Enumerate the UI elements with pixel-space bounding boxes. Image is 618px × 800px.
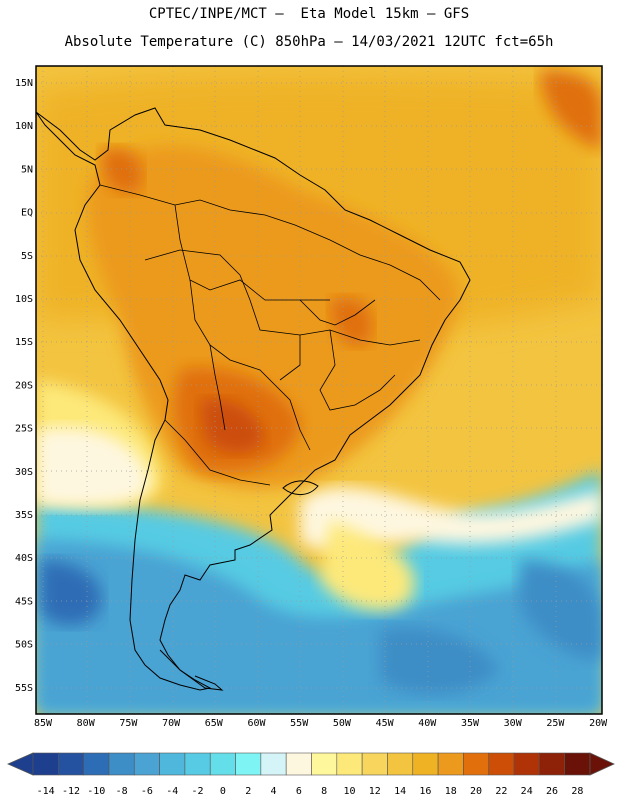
lat-label: 25S xyxy=(15,424,33,435)
colorbar-labels: -14 -12 -10 -8 -6 -4 -2 0 2 4 6 8 10 12 14 16 18 20 22 24 26… xyxy=(37,786,584,797)
lat-label: EQ xyxy=(21,208,33,219)
longitude-labels: 85W 80W 75W 70W 65W 60W 55W 50W 45W 40W 35W 30W 25W 2… xyxy=(34,718,608,729)
colorbar xyxy=(7,752,615,776)
colorbar-label: 2 xyxy=(245,786,251,797)
colorbar-swatch xyxy=(564,752,591,776)
colorbar-label: 4 xyxy=(271,786,277,797)
colorbar-label: 12 xyxy=(369,786,381,797)
colorbar-swatch xyxy=(184,752,211,776)
colorbar-swatch xyxy=(463,752,490,776)
map-title-line1: CPTEC/INPE/MCT – Eta Model 15km – GFS xyxy=(148,6,470,22)
colorbar-swatch xyxy=(387,752,414,776)
colorbar-swatch xyxy=(58,752,84,776)
lon-label: 75W xyxy=(119,718,138,729)
colorbar-label: 8 xyxy=(321,786,327,797)
colorbar-label: 14 xyxy=(394,786,406,797)
colorbar-swatch xyxy=(336,752,363,776)
colorbar-swatch xyxy=(83,752,110,776)
lat-label: 50S xyxy=(15,640,33,651)
colorbar-label: 18 xyxy=(445,786,457,797)
colorbar-label: -4 xyxy=(166,786,178,797)
lon-label: 65W xyxy=(205,718,224,729)
colorbar-swatch xyxy=(437,752,464,776)
lon-label: 20W xyxy=(589,718,608,729)
colorbar-label: -14 xyxy=(37,786,55,797)
lat-label: 45S xyxy=(15,596,33,607)
colorbar-label: -10 xyxy=(87,786,105,797)
lat-label: 15S xyxy=(15,337,33,348)
graticule xyxy=(36,66,602,714)
colorbar-swatch xyxy=(260,752,287,776)
lat-label: 20S xyxy=(15,380,33,391)
colorbar-swatch xyxy=(32,752,59,776)
latitude-labels: 15N 10N 5N EQ 5S 10S 15S 20S 25S 30S 35S 40S 45S 50S 5… xyxy=(15,78,33,694)
colorbar-label: -2 xyxy=(192,786,204,797)
lat-label: 5S xyxy=(21,251,33,262)
lon-label: 35W xyxy=(461,718,480,729)
colorbar-swatch xyxy=(412,752,439,776)
colorbar-swatch xyxy=(235,752,262,776)
colorbar-swatch xyxy=(159,752,186,776)
lat-label: 10S xyxy=(15,294,33,305)
temperature-field xyxy=(36,66,602,714)
lat-label: 30S xyxy=(15,467,33,478)
lat-label: 10N xyxy=(15,121,33,132)
colorbar-label: 22 xyxy=(495,786,507,797)
colorbar-swatch xyxy=(133,752,160,776)
lat-label: 15N xyxy=(15,78,33,89)
lon-label: 55W xyxy=(290,718,309,729)
colorbar-max-arrow xyxy=(589,752,615,776)
colorbar-swatch xyxy=(488,752,515,776)
colorbar-label: 24 xyxy=(521,786,533,797)
colorbar-label: -12 xyxy=(62,786,80,797)
lat-label: 40S xyxy=(15,553,33,564)
lon-label: 40W xyxy=(418,718,437,729)
lat-label: 5N xyxy=(21,164,33,175)
coastline xyxy=(36,107,471,691)
lon-label: 80W xyxy=(77,718,96,729)
country-borders xyxy=(99,184,441,486)
colorbar-swatch xyxy=(361,752,388,776)
colorbar-min-arrow xyxy=(7,752,34,776)
map-title-line2: Absolute Temperature (C) 850hPa – 14/03/… xyxy=(64,34,554,50)
colorbar-swatch xyxy=(311,752,338,776)
colorbar-label: -8 xyxy=(116,786,128,797)
colorbar-label: 6 xyxy=(296,786,302,797)
map-frame xyxy=(35,65,603,715)
lat-label: 55S xyxy=(15,683,33,694)
colorbar-label: -6 xyxy=(141,786,153,797)
lon-label: 70W xyxy=(162,718,181,729)
lon-label: 45W xyxy=(376,718,395,729)
lon-label: 50W xyxy=(333,718,352,729)
lat-label: 35S xyxy=(15,510,33,521)
colorbar-label: 28 xyxy=(571,786,583,797)
colorbar-label: 10 xyxy=(343,786,355,797)
colorbar-swatch xyxy=(285,752,312,776)
colorbar-label: 20 xyxy=(470,786,482,797)
colorbar-label: 0 xyxy=(220,786,226,797)
lon-label: 25W xyxy=(546,718,565,729)
colorbar-swatch xyxy=(209,752,236,776)
colorbar-swatch xyxy=(108,752,135,776)
colorbar-label: 16 xyxy=(419,786,431,797)
lon-label: 30W xyxy=(504,718,523,729)
colorbar-label: 26 xyxy=(546,786,558,797)
lon-label: 85W xyxy=(34,718,53,729)
colorbar-swatch xyxy=(513,752,540,776)
colorbar-swatch xyxy=(539,752,565,776)
lon-label: 60W xyxy=(247,718,266,729)
